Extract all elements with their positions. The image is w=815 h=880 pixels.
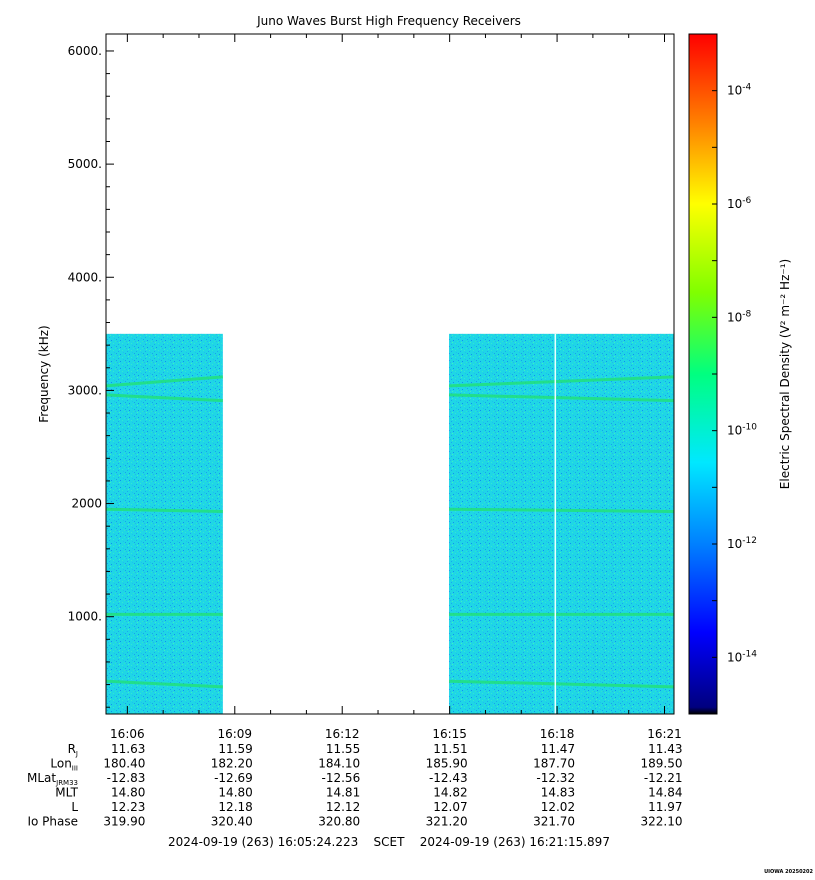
y-tick-label: 2000 bbox=[71, 497, 102, 511]
data-segment-1 bbox=[105, 333, 223, 714]
ephemeris-value: 184.10 bbox=[318, 757, 360, 771]
ephemeris-value: 14.80 bbox=[111, 786, 145, 800]
ephemeris-row-label: L bbox=[71, 800, 78, 814]
ephemeris-row-label: MLatJRM33 bbox=[27, 771, 78, 787]
ephemeris-value: 180.40 bbox=[103, 757, 145, 771]
ephemeris-value: 11.97 bbox=[648, 800, 682, 814]
ephemeris-value: 11.47 bbox=[541, 742, 575, 756]
ephemeris-value: 182.20 bbox=[211, 757, 253, 771]
x-tick-label: 16:18 bbox=[540, 727, 575, 741]
y-tick-label: 4000. bbox=[68, 270, 102, 284]
emission-band-1-2 bbox=[105, 393, 223, 403]
data-segment-2 bbox=[449, 333, 675, 714]
ephemeris-value: 322.10 bbox=[641, 815, 683, 829]
y-axis-label: Frequency (kHz) bbox=[37, 325, 51, 422]
colorbar-axis: 10-4 10-6 10-8 10-10 10-12 10-14 bbox=[712, 33, 757, 715]
x-tick-label: 16:21 bbox=[647, 727, 682, 741]
spectrogram-data bbox=[105, 333, 675, 714]
ephemeris-row-label: LonIII bbox=[50, 757, 78, 773]
emission-band-1-1 bbox=[105, 375, 223, 388]
ephemeris-value: 11.63 bbox=[111, 742, 145, 756]
y-tick-label: 5000. bbox=[68, 157, 102, 171]
x-tick-label: 16:12 bbox=[325, 727, 360, 741]
colorbar-label: Electric Spectral Density (V² m⁻² Hz⁻¹) bbox=[778, 259, 792, 489]
ephemeris-value: 14.80 bbox=[218, 786, 252, 800]
ephemeris-value: 185.90 bbox=[426, 757, 468, 771]
ephemeris-row-label: RJ bbox=[68, 742, 78, 758]
chart-title: Juno Waves Burst High Frequency Receiver… bbox=[256, 14, 521, 28]
colorbar-tick-label: 10-8 bbox=[727, 309, 752, 324]
colorbar-tick-label: 10-6 bbox=[727, 196, 752, 211]
emission-band-1-3 bbox=[105, 507, 223, 513]
y-tick-label: 6000. bbox=[68, 44, 102, 58]
ephemeris-value: 321.70 bbox=[533, 815, 575, 829]
ephemeris-value: 12.02 bbox=[541, 800, 575, 814]
ephemeris-value: 11.43 bbox=[648, 742, 682, 756]
emission-band-2-1 bbox=[448, 375, 675, 388]
emission-band-1-5 bbox=[105, 679, 223, 689]
x-tick-label: 16:06 bbox=[110, 727, 145, 741]
ephemeris-value: 187.70 bbox=[533, 757, 575, 771]
ephemeris-value: -12.83 bbox=[107, 771, 146, 785]
ephemeris-value: 12.18 bbox=[218, 800, 252, 814]
ephemeris-row-label: MLT bbox=[55, 786, 78, 800]
ephemeris-value: 14.81 bbox=[326, 786, 360, 800]
ephemeris-value: 14.84 bbox=[648, 786, 682, 800]
y-tick-label: 1000. bbox=[68, 610, 102, 624]
emission-band-2-3 bbox=[449, 507, 675, 513]
x-axis: 16:06 16:09 16:12 16:15 16:18 16:21 bbox=[110, 34, 682, 741]
ephemeris-value: 320.40 bbox=[211, 815, 253, 829]
ephemeris-value: 320.80 bbox=[318, 815, 360, 829]
ephemeris-value: 11.55 bbox=[326, 742, 360, 756]
ephemeris-value: 189.50 bbox=[641, 757, 683, 771]
footer-stamp: UIOWA 20250202 bbox=[764, 869, 813, 875]
colorbar-tick-label: 10-4 bbox=[727, 83, 752, 98]
ephemeris-table: RJ 11.63 11.59 11.55 11.51 11.47 11.43 LonIII 18… bbox=[27, 742, 682, 829]
y-axis: 1000. 2000 3000. 4000. 5000. 6000. bbox=[68, 44, 114, 708]
x-tick-label: 16:09 bbox=[217, 727, 252, 741]
ephemeris-value: 319.90 bbox=[103, 815, 145, 829]
emission-band-2-2 bbox=[449, 393, 675, 403]
ephemeris-value: -12.32 bbox=[536, 771, 575, 785]
ephemeris-value: 12.07 bbox=[433, 800, 467, 814]
time-range: 2024-09-19 (263) 16:05:24.223 SCET 2024-… bbox=[168, 835, 610, 849]
ephemeris-value: 11.51 bbox=[433, 742, 467, 756]
colorbar-tick-label: 10-12 bbox=[727, 536, 757, 551]
ephemeris-value: -12.69 bbox=[214, 771, 253, 785]
ephemeris-value: 14.82 bbox=[433, 786, 467, 800]
colorbar-tick-label: 10-10 bbox=[727, 423, 757, 438]
ephemeris-value: 12.12 bbox=[326, 800, 360, 814]
plot-frame bbox=[105, 33, 675, 715]
ephemeris-value: -12.43 bbox=[429, 771, 468, 785]
x-tick-label: 16:15 bbox=[432, 727, 467, 741]
y-tick-label: 3000. bbox=[68, 383, 102, 397]
ephemeris-row-label: Io Phase bbox=[27, 815, 78, 829]
ephemeris-value: 14.83 bbox=[541, 786, 575, 800]
colorbar-tick-label: 10-14 bbox=[727, 649, 757, 664]
ephemeris-value: -12.56 bbox=[322, 771, 361, 785]
ephemeris-value: 321.20 bbox=[426, 815, 468, 829]
emission-band-2-5 bbox=[449, 679, 675, 689]
ephemeris-value: -12.21 bbox=[644, 771, 683, 785]
ephemeris-value: 12.23 bbox=[111, 800, 145, 814]
ephemeris-value: 11.59 bbox=[218, 742, 252, 756]
